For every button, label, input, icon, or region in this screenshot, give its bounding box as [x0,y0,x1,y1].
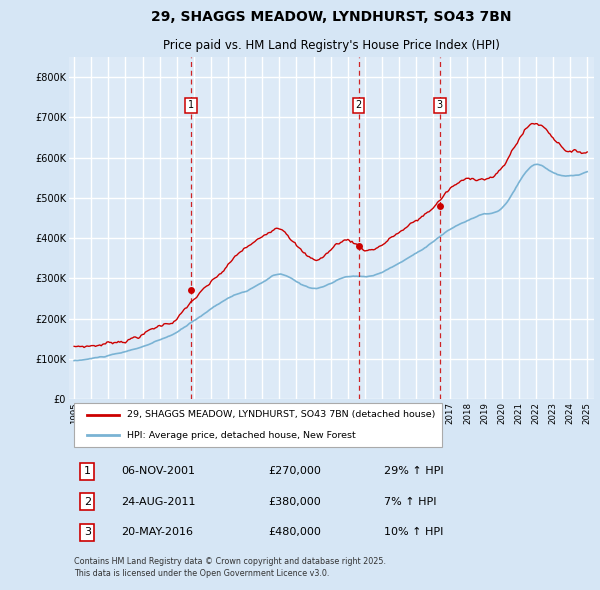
Text: £480,000: £480,000 [269,527,322,537]
Text: £380,000: £380,000 [269,497,321,507]
Text: 20-MAY-2016: 20-MAY-2016 [121,527,193,537]
Text: 06-NOV-2001: 06-NOV-2001 [121,466,196,476]
Text: 24-AUG-2011: 24-AUG-2011 [121,497,196,507]
Text: 1: 1 [188,100,194,110]
Text: 3: 3 [437,100,443,110]
Text: 10% ↑ HPI: 10% ↑ HPI [384,527,443,537]
Text: £270,000: £270,000 [269,466,322,476]
Text: 2: 2 [84,497,91,507]
Text: Contains HM Land Registry data © Crown copyright and database right 2025.
This d: Contains HM Land Registry data © Crown c… [74,558,386,578]
Text: 29, SHAGGS MEADOW, LYNDHURST, SO43 7BN: 29, SHAGGS MEADOW, LYNDHURST, SO43 7BN [151,10,512,24]
Text: 3: 3 [84,527,91,537]
Text: 29% ↑ HPI: 29% ↑ HPI [384,466,443,476]
Text: HPI: Average price, detached house, New Forest: HPI: Average price, detached house, New … [127,431,355,440]
Text: 1: 1 [84,466,91,476]
Text: 2: 2 [355,100,362,110]
Text: 7% ↑ HPI: 7% ↑ HPI [384,497,437,507]
Text: 29, SHAGGS MEADOW, LYNDHURST, SO43 7BN (detached house): 29, SHAGGS MEADOW, LYNDHURST, SO43 7BN (… [127,410,435,419]
FancyBboxPatch shape [74,403,442,447]
Text: Price paid vs. HM Land Registry's House Price Index (HPI): Price paid vs. HM Land Registry's House … [163,40,500,53]
